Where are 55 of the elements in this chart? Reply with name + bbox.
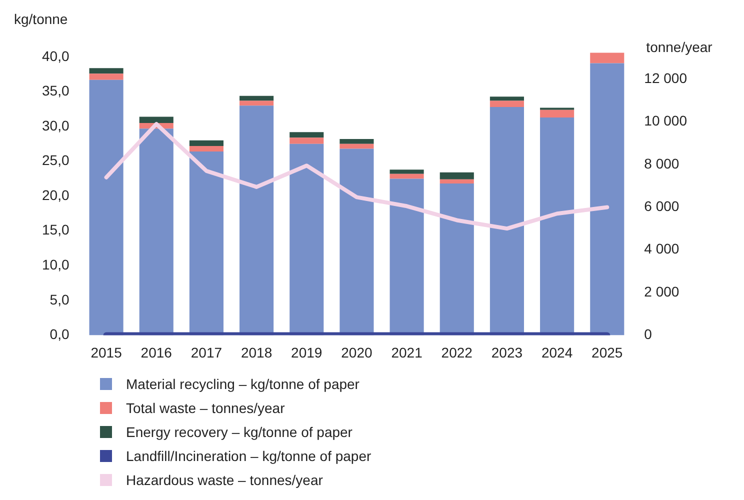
bar — [139, 116, 174, 124]
y-tick-label: 40,0 — [42, 48, 70, 64]
bar — [290, 132, 324, 138]
y-axis-title: kg/tonne — [14, 11, 68, 27]
bar — [390, 174, 424, 179]
y2-tick-label: 6 000 — [644, 198, 680, 214]
x-tick-label: 2015 — [90, 344, 122, 360]
y-tick-label: 25,0 — [42, 152, 70, 168]
bar — [490, 100, 524, 108]
y2-tick-label: 12 000 — [644, 70, 688, 86]
y2-tick-label: 8 000 — [644, 155, 680, 172]
bar — [490, 96, 524, 101]
y2-tick-label: 2 000 — [644, 283, 680, 300]
legend-label: Total waste – tonnes/year — [126, 400, 285, 416]
y-tick-label: 15,0 — [42, 222, 70, 238]
y2-tick-label: 4 000 — [644, 240, 680, 257]
y-tick-label: 35,0 — [42, 82, 70, 99]
x-tick-label: 2019 — [291, 344, 322, 360]
y-tick-label: 30,0 — [42, 117, 70, 134]
bar — [189, 146, 224, 152]
legend-label: Landfill/Incineration – kg/tonne of paper — [126, 448, 372, 464]
x-tick-label: 2025 — [592, 344, 623, 360]
bar — [340, 139, 374, 144]
y2-tick-label: 10 000 — [644, 112, 688, 129]
bar — [590, 63, 624, 336]
y2-tick-label: 0 — [644, 326, 652, 342]
x-tick-label: 2024 — [541, 344, 573, 360]
legend-label: Energy recovery – kg/tonne of paper — [126, 424, 352, 440]
bar — [440, 179, 474, 184]
x-tick-label: 2020 — [341, 344, 372, 360]
bar — [290, 138, 324, 144]
bar — [89, 68, 124, 74]
bar — [240, 96, 274, 101]
bar — [89, 80, 124, 336]
bar — [189, 140, 224, 146]
x-tick-label: 2017 — [190, 344, 222, 360]
x-tick-label: 2022 — [441, 344, 473, 360]
bar — [540, 110, 574, 118]
y-tick-label: 5,0 — [50, 291, 70, 308]
bar — [240, 100, 274, 106]
bar — [89, 74, 124, 80]
y-tick-label: 20,0 — [42, 186, 70, 203]
bar — [590, 52, 624, 64]
legend-label: Hazardous waste – tonnes/year — [126, 472, 323, 488]
x-tick-label: 2021 — [391, 344, 423, 360]
legend-label: Material recycling – kg/tonne of paper — [126, 376, 360, 392]
y2-axis-title: tonne/year — [646, 39, 713, 55]
bar — [390, 170, 424, 174]
x-tick-label: 2023 — [491, 344, 523, 360]
x-tick-label: 2018 — [240, 344, 272, 360]
bar — [340, 144, 374, 149]
bar — [440, 172, 474, 180]
x-tick-label: 2016 — [140, 344, 172, 360]
y-tick-label: 0,0 — [50, 326, 70, 342]
y-tick-label: 10,0 — [42, 256, 70, 272]
